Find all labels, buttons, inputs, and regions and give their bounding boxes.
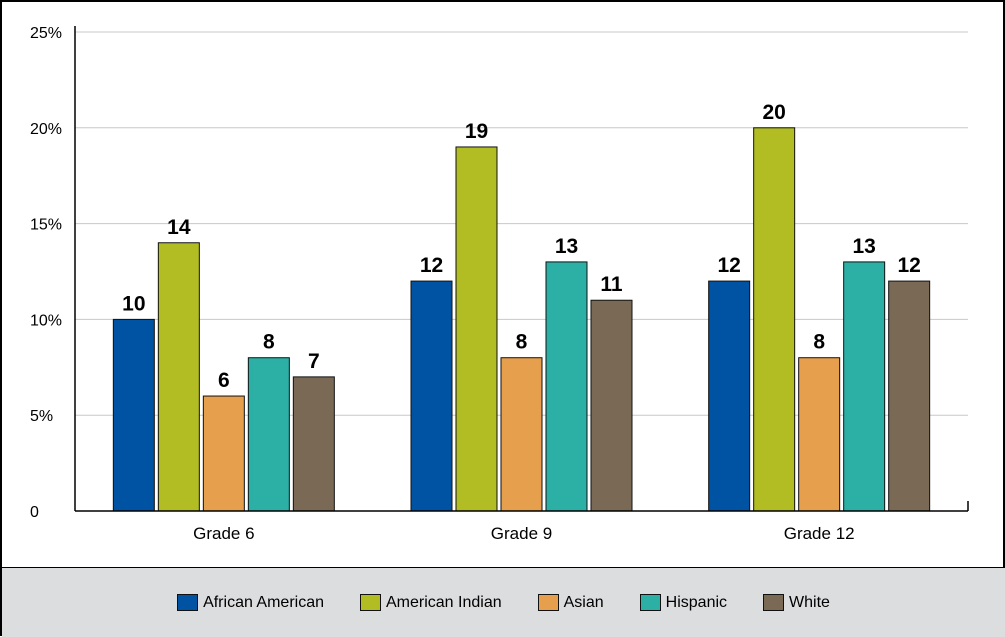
legend-swatch [177,594,199,611]
bar [455,146,498,512]
bar [798,357,841,512]
legend-item: African American [177,594,324,612]
data-label: 20 [762,101,785,124]
bar [157,242,200,512]
y-tick-label: 0 [30,504,39,521]
legend: African American American Indian Asian Hisp… [2,567,1005,637]
y-tick-label: 5% [30,408,53,425]
y-tick-label: 15% [30,217,62,234]
legend-item: Hispanic [639,593,728,612]
bar-chart: 05%10%15%20%25% 101468712198131112208131… [30,25,969,543]
y-tick-label: 20% [30,121,62,138]
bar [590,299,633,512]
data-label: 13 [852,235,875,258]
legend-swatch [639,594,661,611]
data-label: 14 [167,216,191,239]
x-tick-label: Grade 9 [491,524,552,543]
legend-label: Asian [563,593,604,611]
x-tick-label: Grade 12 [784,524,855,543]
data-label: 13 [555,235,578,258]
data-label: 8 [813,331,825,354]
legend-item: American Indian [360,594,502,612]
data-label: 8 [516,331,528,354]
bar [500,357,543,512]
data-label: 7 [308,350,320,373]
y-tick-label: 10% [30,312,62,329]
legend-swatch [537,594,559,611]
bar [753,127,796,512]
bar [708,280,751,512]
bar [843,261,886,512]
legend-label: Hispanic [665,593,728,611]
bar [247,357,290,512]
legend-label: American Indian [386,593,502,611]
x-axis-ticks: Grade 6 Grade 9 Grade 12 [193,524,854,543]
legend-item: White [763,594,830,612]
bar [888,280,931,512]
bar [112,318,155,512]
legend-swatch [360,594,381,611]
data-label: 12 [897,254,920,277]
data-label: 12 [717,254,740,277]
data-label: 12 [420,254,443,277]
legend-item: Asian [537,593,604,612]
data-label: 19 [465,120,488,143]
bar [545,261,588,512]
x-tick-label: Grade 6 [193,524,254,543]
bar [202,395,245,512]
data-labels-layer: 10 14 6 8 7 12 19 8 13 11 12 20 8 13 12 [122,101,921,392]
data-label: 8 [263,331,275,354]
data-label: 6 [218,369,230,392]
data-label: 11 [600,273,623,296]
y-axis-ticks: 0 5% 10% 15% 20% 25% [30,25,62,521]
bar [292,376,335,512]
legend-swatch [763,594,785,611]
bars-layer [112,127,931,512]
bar [410,280,453,512]
legend-label: African American [203,593,324,611]
legend-label: White [789,593,830,611]
data-label: 10 [122,292,145,315]
y-tick-label: 25% [30,25,62,42]
axes-layer [74,26,969,512]
